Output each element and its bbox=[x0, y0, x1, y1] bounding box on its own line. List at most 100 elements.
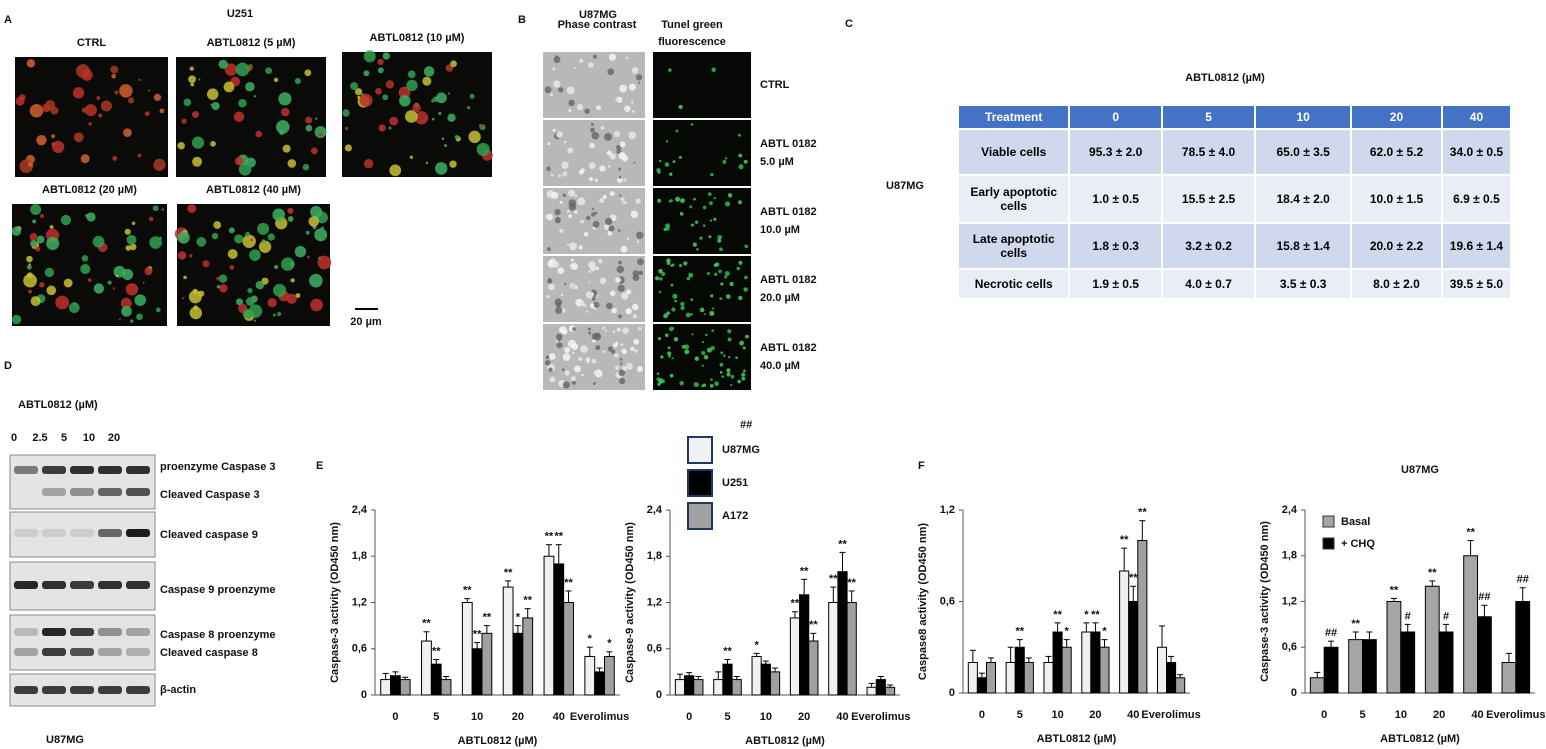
significance-label: # bbox=[1405, 610, 1411, 622]
cell bbox=[563, 141, 567, 144]
cell bbox=[628, 83, 636, 91]
significance-label: ** bbox=[809, 619, 818, 631]
x-tick-label: 40 bbox=[836, 711, 848, 723]
cell bbox=[598, 259, 603, 264]
cell bbox=[623, 201, 627, 205]
significance-label: ** bbox=[473, 628, 482, 640]
cell bbox=[686, 276, 691, 281]
x-tick-label: 0 bbox=[392, 711, 398, 723]
cell bbox=[310, 298, 323, 312]
cell bbox=[120, 297, 132, 309]
cell bbox=[736, 266, 740, 271]
cell bbox=[360, 92, 364, 97]
significance-label: ** bbox=[1390, 584, 1399, 596]
cell bbox=[155, 307, 161, 313]
cell bbox=[98, 113, 103, 118]
cell bbox=[354, 88, 363, 96]
significance-label: ** bbox=[1120, 534, 1129, 546]
significance-label: ** bbox=[1351, 618, 1360, 630]
cell bbox=[623, 178, 627, 182]
legend-swatch bbox=[1322, 515, 1335, 528]
cell bbox=[564, 347, 571, 354]
bar bbox=[512, 632, 524, 696]
cell bbox=[602, 194, 607, 200]
cell bbox=[245, 297, 255, 306]
cell bbox=[709, 219, 713, 222]
cell bbox=[684, 344, 690, 350]
cell bbox=[592, 220, 600, 228]
cell bbox=[287, 207, 294, 214]
bar bbox=[674, 679, 686, 696]
significance-label: * bbox=[754, 639, 759, 651]
cell bbox=[562, 353, 571, 361]
cell bbox=[560, 293, 564, 297]
cell bbox=[119, 84, 133, 98]
cell bbox=[708, 235, 712, 239]
cell bbox=[590, 303, 595, 308]
bar bbox=[808, 640, 819, 696]
cell bbox=[656, 377, 661, 382]
cell bbox=[710, 294, 714, 298]
cell bbox=[435, 92, 447, 104]
table-cell: Necrotic cells bbox=[956, 268, 1071, 300]
bar bbox=[603, 655, 615, 696]
y-tick-label: 0,6 bbox=[1282, 641, 1297, 653]
cell bbox=[737, 133, 741, 137]
bar bbox=[584, 655, 596, 696]
cell bbox=[189, 254, 193, 258]
cell bbox=[738, 295, 743, 301]
cell bbox=[607, 68, 615, 76]
band-label: Caspase 9 proenzyme bbox=[160, 584, 276, 596]
cell bbox=[267, 233, 275, 241]
cell bbox=[712, 307, 715, 310]
cell bbox=[593, 301, 600, 308]
cell bbox=[568, 203, 577, 211]
cell bbox=[159, 236, 162, 240]
cell bbox=[305, 230, 310, 235]
cell bbox=[35, 246, 41, 252]
cell bbox=[562, 193, 567, 197]
cell bbox=[305, 116, 313, 124]
cell bbox=[467, 106, 471, 110]
cell bbox=[72, 87, 85, 99]
cell bbox=[272, 313, 276, 317]
x-tick-label: 0 bbox=[979, 709, 985, 721]
significance-label: * bbox=[1084, 609, 1089, 621]
x-tick-label: 20 bbox=[798, 711, 810, 723]
significance-label: ** bbox=[1466, 526, 1475, 538]
cell bbox=[588, 331, 592, 335]
cell bbox=[722, 160, 727, 164]
cell bbox=[657, 382, 661, 386]
cell bbox=[554, 209, 561, 216]
significance-label: ** bbox=[483, 612, 492, 624]
cell bbox=[52, 140, 65, 154]
bar bbox=[713, 679, 724, 696]
cell bbox=[636, 365, 644, 373]
cell bbox=[189, 306, 203, 320]
cell bbox=[592, 339, 596, 343]
y-tick-label: 2,4 bbox=[1282, 504, 1298, 516]
cell bbox=[638, 81, 641, 84]
lane-label: 20 bbox=[108, 432, 120, 444]
cell bbox=[257, 222, 270, 235]
x-tick-label: 20 bbox=[1089, 709, 1101, 721]
significance-label: * bbox=[607, 638, 612, 650]
cell bbox=[611, 307, 618, 314]
cell bbox=[636, 231, 644, 240]
cell bbox=[568, 214, 573, 219]
cell bbox=[399, 95, 411, 107]
legend-swatch bbox=[687, 502, 713, 530]
cell bbox=[566, 209, 570, 213]
cell bbox=[344, 126, 349, 131]
significance-label: ## bbox=[1517, 574, 1529, 586]
band bbox=[98, 466, 122, 474]
x-tick-label: 10 bbox=[1051, 709, 1063, 721]
cell bbox=[717, 234, 723, 240]
cell bbox=[673, 337, 679, 342]
cell bbox=[688, 272, 694, 278]
cell bbox=[620, 245, 628, 253]
cell bbox=[478, 123, 483, 128]
cell bbox=[159, 108, 165, 114]
cell bbox=[177, 251, 187, 260]
x-tick-label: 10 bbox=[471, 711, 483, 723]
